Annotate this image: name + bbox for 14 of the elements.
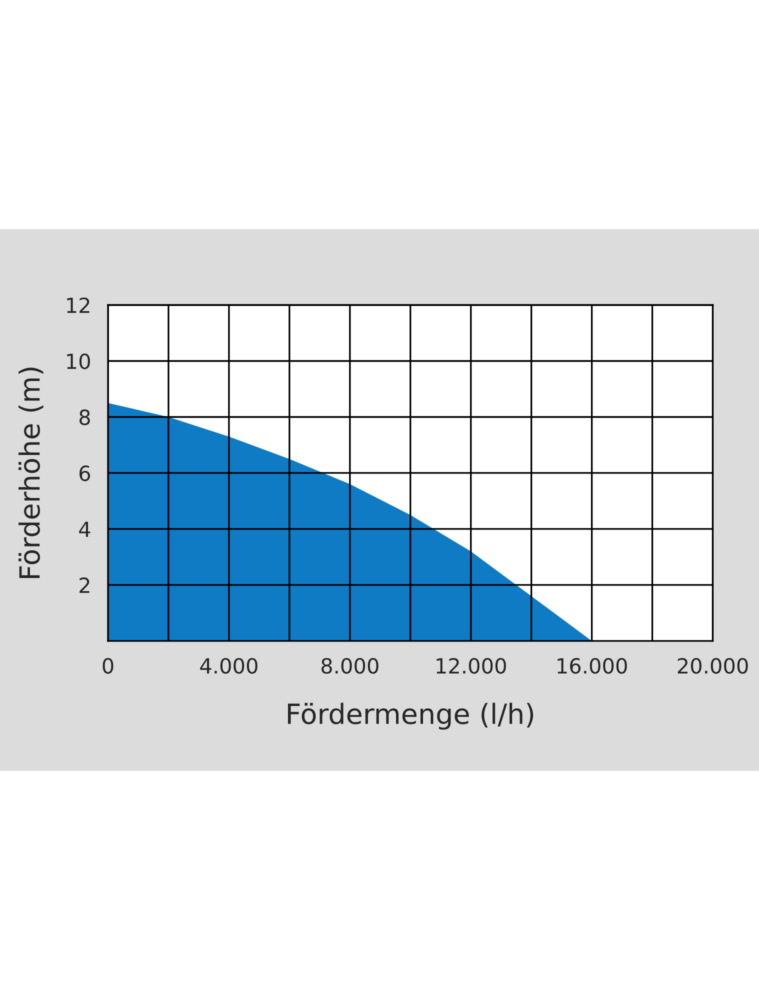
y-tick-label: 4	[79, 522, 90, 537]
y-tick-label: 2	[80, 577, 90, 593]
y-axis-title: Förderhöhe (m)	[18, 368, 44, 578]
y-tick-label: 10	[67, 353, 90, 370]
x-axis-title: Fördermenge (l/h)	[288, 702, 534, 730]
y-tick-label: 6	[80, 465, 90, 482]
x-tick-label: 20.000	[678, 658, 748, 674]
x-tick-label: 4.000	[200, 658, 258, 674]
y-tick-label: 12	[67, 297, 90, 313]
x-tick-label: 8.000	[322, 658, 378, 674]
x-tick-label: 12.000	[436, 658, 506, 674]
y-tick-label: 8	[79, 409, 90, 426]
x-tick-label: 0	[102, 658, 114, 674]
x-tick-label: 16.000	[558, 658, 627, 674]
